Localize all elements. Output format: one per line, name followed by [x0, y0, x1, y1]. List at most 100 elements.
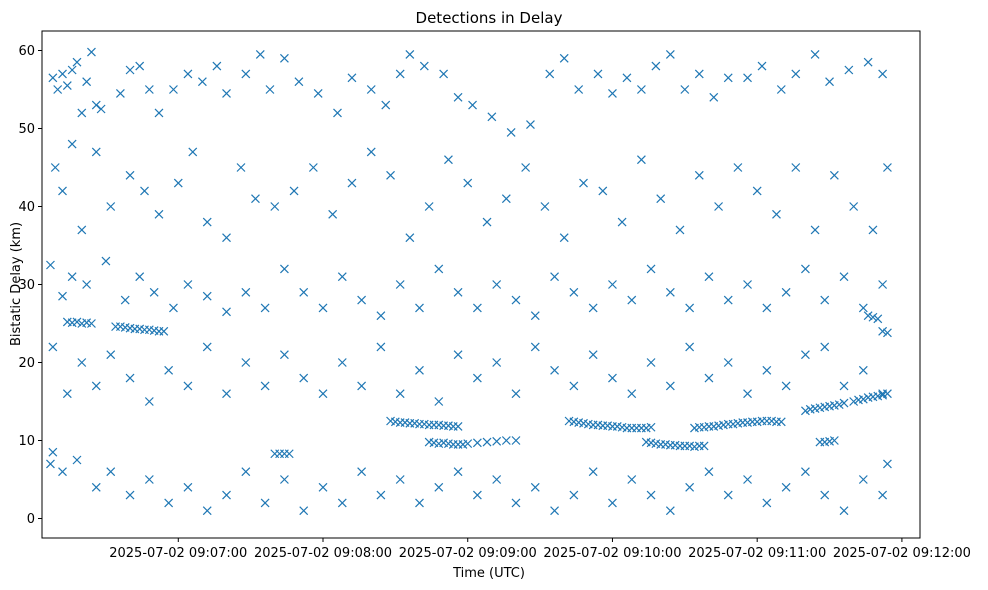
- data-point: [723, 490, 733, 500]
- data-point: [569, 490, 579, 500]
- data-point: [608, 373, 617, 383]
- data-point: [144, 397, 154, 406]
- data-point: [545, 69, 555, 79]
- data-point: [598, 186, 608, 196]
- data-point: [87, 47, 96, 57]
- data-point: [289, 186, 299, 196]
- data-point: [714, 202, 724, 211]
- data-point: [222, 233, 231, 243]
- data-point: [444, 155, 453, 165]
- data-point: [188, 147, 198, 157]
- data-point: [101, 256, 111, 266]
- data-point: [801, 350, 810, 360]
- data-point: [844, 65, 854, 75]
- data-point: [46, 459, 55, 469]
- data-point: [313, 88, 323, 98]
- data-point: [318, 482, 328, 492]
- x-tick-label: 2025-07-02 09:10:00: [543, 546, 681, 561]
- data-point: [665, 287, 675, 297]
- data-point: [395, 389, 405, 399]
- data-point: [723, 358, 733, 367]
- data-point: [439, 69, 449, 79]
- data-point: [212, 61, 222, 71]
- data-point: [501, 436, 511, 445]
- y-tick-label: 0: [27, 512, 35, 527]
- data-point: [419, 61, 429, 71]
- data-point: [699, 441, 709, 451]
- data-point: [530, 482, 540, 492]
- data-point: [878, 326, 888, 336]
- data-point: [284, 449, 294, 459]
- data-point: [318, 303, 328, 313]
- data-point: [333, 108, 342, 118]
- data-point: [67, 272, 77, 282]
- data-point: [183, 482, 193, 492]
- data-point: [709, 92, 719, 102]
- data-point: [415, 303, 424, 313]
- data-point: [776, 85, 786, 94]
- data-point: [91, 482, 101, 492]
- data-point: [521, 163, 531, 172]
- data-point: [260, 381, 270, 391]
- data-point: [883, 163, 892, 172]
- data-point: [453, 92, 463, 102]
- data-point: [801, 467, 810, 477]
- data-point: [656, 194, 666, 204]
- data-point: [279, 350, 289, 360]
- data-point: [270, 202, 280, 211]
- x-axis: 2025-07-02 09:07:00 2025-07-02 09:08:00 20…: [109, 538, 971, 561]
- data-point: [395, 69, 405, 79]
- data-point: [202, 217, 212, 227]
- data-point: [106, 202, 116, 211]
- y-tick-label: 10: [18, 434, 35, 449]
- data-point: [839, 272, 849, 282]
- data-point: [405, 49, 415, 59]
- x-tick-label: 2025-07-02 09:11:00: [688, 546, 826, 561]
- data-point: [569, 287, 579, 297]
- data-point: [569, 381, 579, 391]
- data-point: [651, 61, 661, 71]
- data-point: [72, 317, 82, 327]
- data-point: [665, 506, 675, 516]
- data-point: [48, 342, 58, 352]
- data-point: [463, 439, 473, 449]
- data-point: [453, 467, 463, 477]
- data-point: [646, 358, 656, 367]
- y-tick-label: 60: [18, 44, 35, 59]
- data-point: [376, 490, 386, 500]
- data-point: [169, 85, 178, 94]
- data-point: [839, 398, 849, 408]
- data-point: [530, 311, 540, 321]
- data-point: [434, 482, 444, 492]
- data-point: [241, 287, 251, 297]
- data-point: [694, 69, 704, 79]
- data-point: [704, 467, 714, 477]
- data-point: [144, 475, 154, 484]
- data-point: [91, 147, 101, 157]
- data-point: [588, 350, 598, 360]
- y-tick-label: 30: [18, 278, 35, 293]
- data-point: [202, 291, 212, 301]
- data-point: [781, 287, 791, 297]
- data-point: [135, 272, 145, 282]
- data-point: [492, 475, 502, 484]
- data-point: [125, 170, 135, 180]
- data-point: [743, 280, 752, 289]
- data-point: [395, 475, 405, 484]
- data-point: [858, 475, 868, 484]
- data-point: [579, 178, 588, 188]
- data-point: [424, 202, 434, 211]
- data-point: [222, 490, 231, 500]
- data-point: [704, 272, 714, 282]
- data-point: [183, 280, 193, 289]
- data-point: [733, 163, 743, 172]
- data-point: [636, 85, 646, 94]
- data-point: [685, 303, 695, 313]
- data-point: [646, 422, 656, 432]
- data-point: [820, 490, 830, 500]
- data-point: [415, 365, 424, 375]
- data-point: [82, 77, 92, 87]
- data-point: [487, 112, 497, 122]
- data-point: [743, 475, 752, 484]
- data-point: [752, 186, 762, 196]
